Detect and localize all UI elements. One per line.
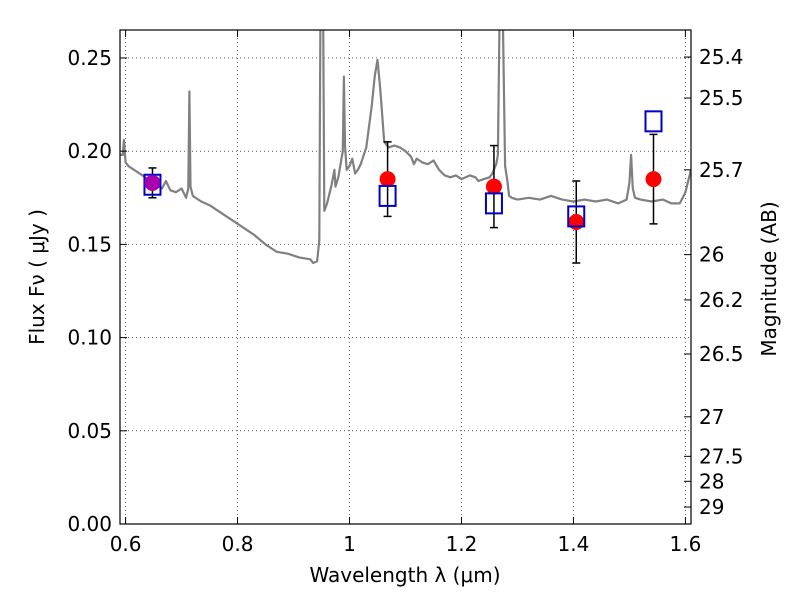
y-tick-label: 0.00 bbox=[67, 512, 112, 536]
model-band-point bbox=[484, 192, 503, 215]
model-band-point bbox=[644, 110, 663, 133]
right-tick-label: 28 bbox=[699, 469, 724, 493]
y-tick-label: 0.10 bbox=[67, 326, 112, 350]
plot-frame bbox=[119, 29, 692, 525]
right-tick-label: 25.5 bbox=[699, 86, 744, 110]
y-tick-label: 0.20 bbox=[67, 139, 112, 163]
plot-contents bbox=[120, 30, 691, 265]
observed-point bbox=[379, 171, 396, 188]
y-axis-label: Flux Fν ( μJy ) bbox=[25, 209, 49, 345]
y-tick-label: 0.05 bbox=[67, 419, 112, 443]
right-axis-label: Magnitude (AB) bbox=[757, 201, 781, 356]
right-tick-label: 26.2 bbox=[699, 288, 744, 312]
right-tick-label: 26 bbox=[699, 243, 724, 267]
spectrum-line bbox=[120, 30, 691, 265]
x-tick-label: 1.2 bbox=[446, 532, 478, 556]
overlap-point bbox=[144, 174, 161, 191]
model-band-point bbox=[378, 184, 397, 207]
x-tick-label: 1.4 bbox=[558, 532, 590, 556]
right-tick-label: 27 bbox=[699, 405, 724, 429]
y-tick-label: 0.15 bbox=[67, 232, 112, 256]
right-tick-label: 27.5 bbox=[699, 444, 744, 468]
x-tick-label: 1 bbox=[343, 532, 356, 556]
right-tick-label: 26.5 bbox=[699, 342, 744, 366]
model-band-point bbox=[143, 173, 162, 196]
observed-point bbox=[645, 171, 662, 188]
x-tick-label: 0.8 bbox=[222, 532, 254, 556]
grid-lines bbox=[120, 30, 691, 525]
x-tick-label: 0.6 bbox=[110, 532, 142, 556]
right-tick-label: 25.7 bbox=[699, 158, 744, 182]
x-axis-label: Wavelength λ (μm) bbox=[309, 563, 500, 587]
y-tick-label: 0.25 bbox=[67, 46, 112, 70]
right-tick-label: 25.4 bbox=[699, 45, 744, 69]
right-tick-label: 29 bbox=[699, 495, 724, 519]
x-tick-label: 1.6 bbox=[669, 532, 701, 556]
observed-point bbox=[485, 178, 502, 195]
model-band-point bbox=[567, 205, 586, 228]
axis-ticks: 0.6 0.8 1 1.2 1.4 1.6 0.00 0.05 0.10 0.15 0.20 0.25… bbox=[67, 30, 744, 556]
